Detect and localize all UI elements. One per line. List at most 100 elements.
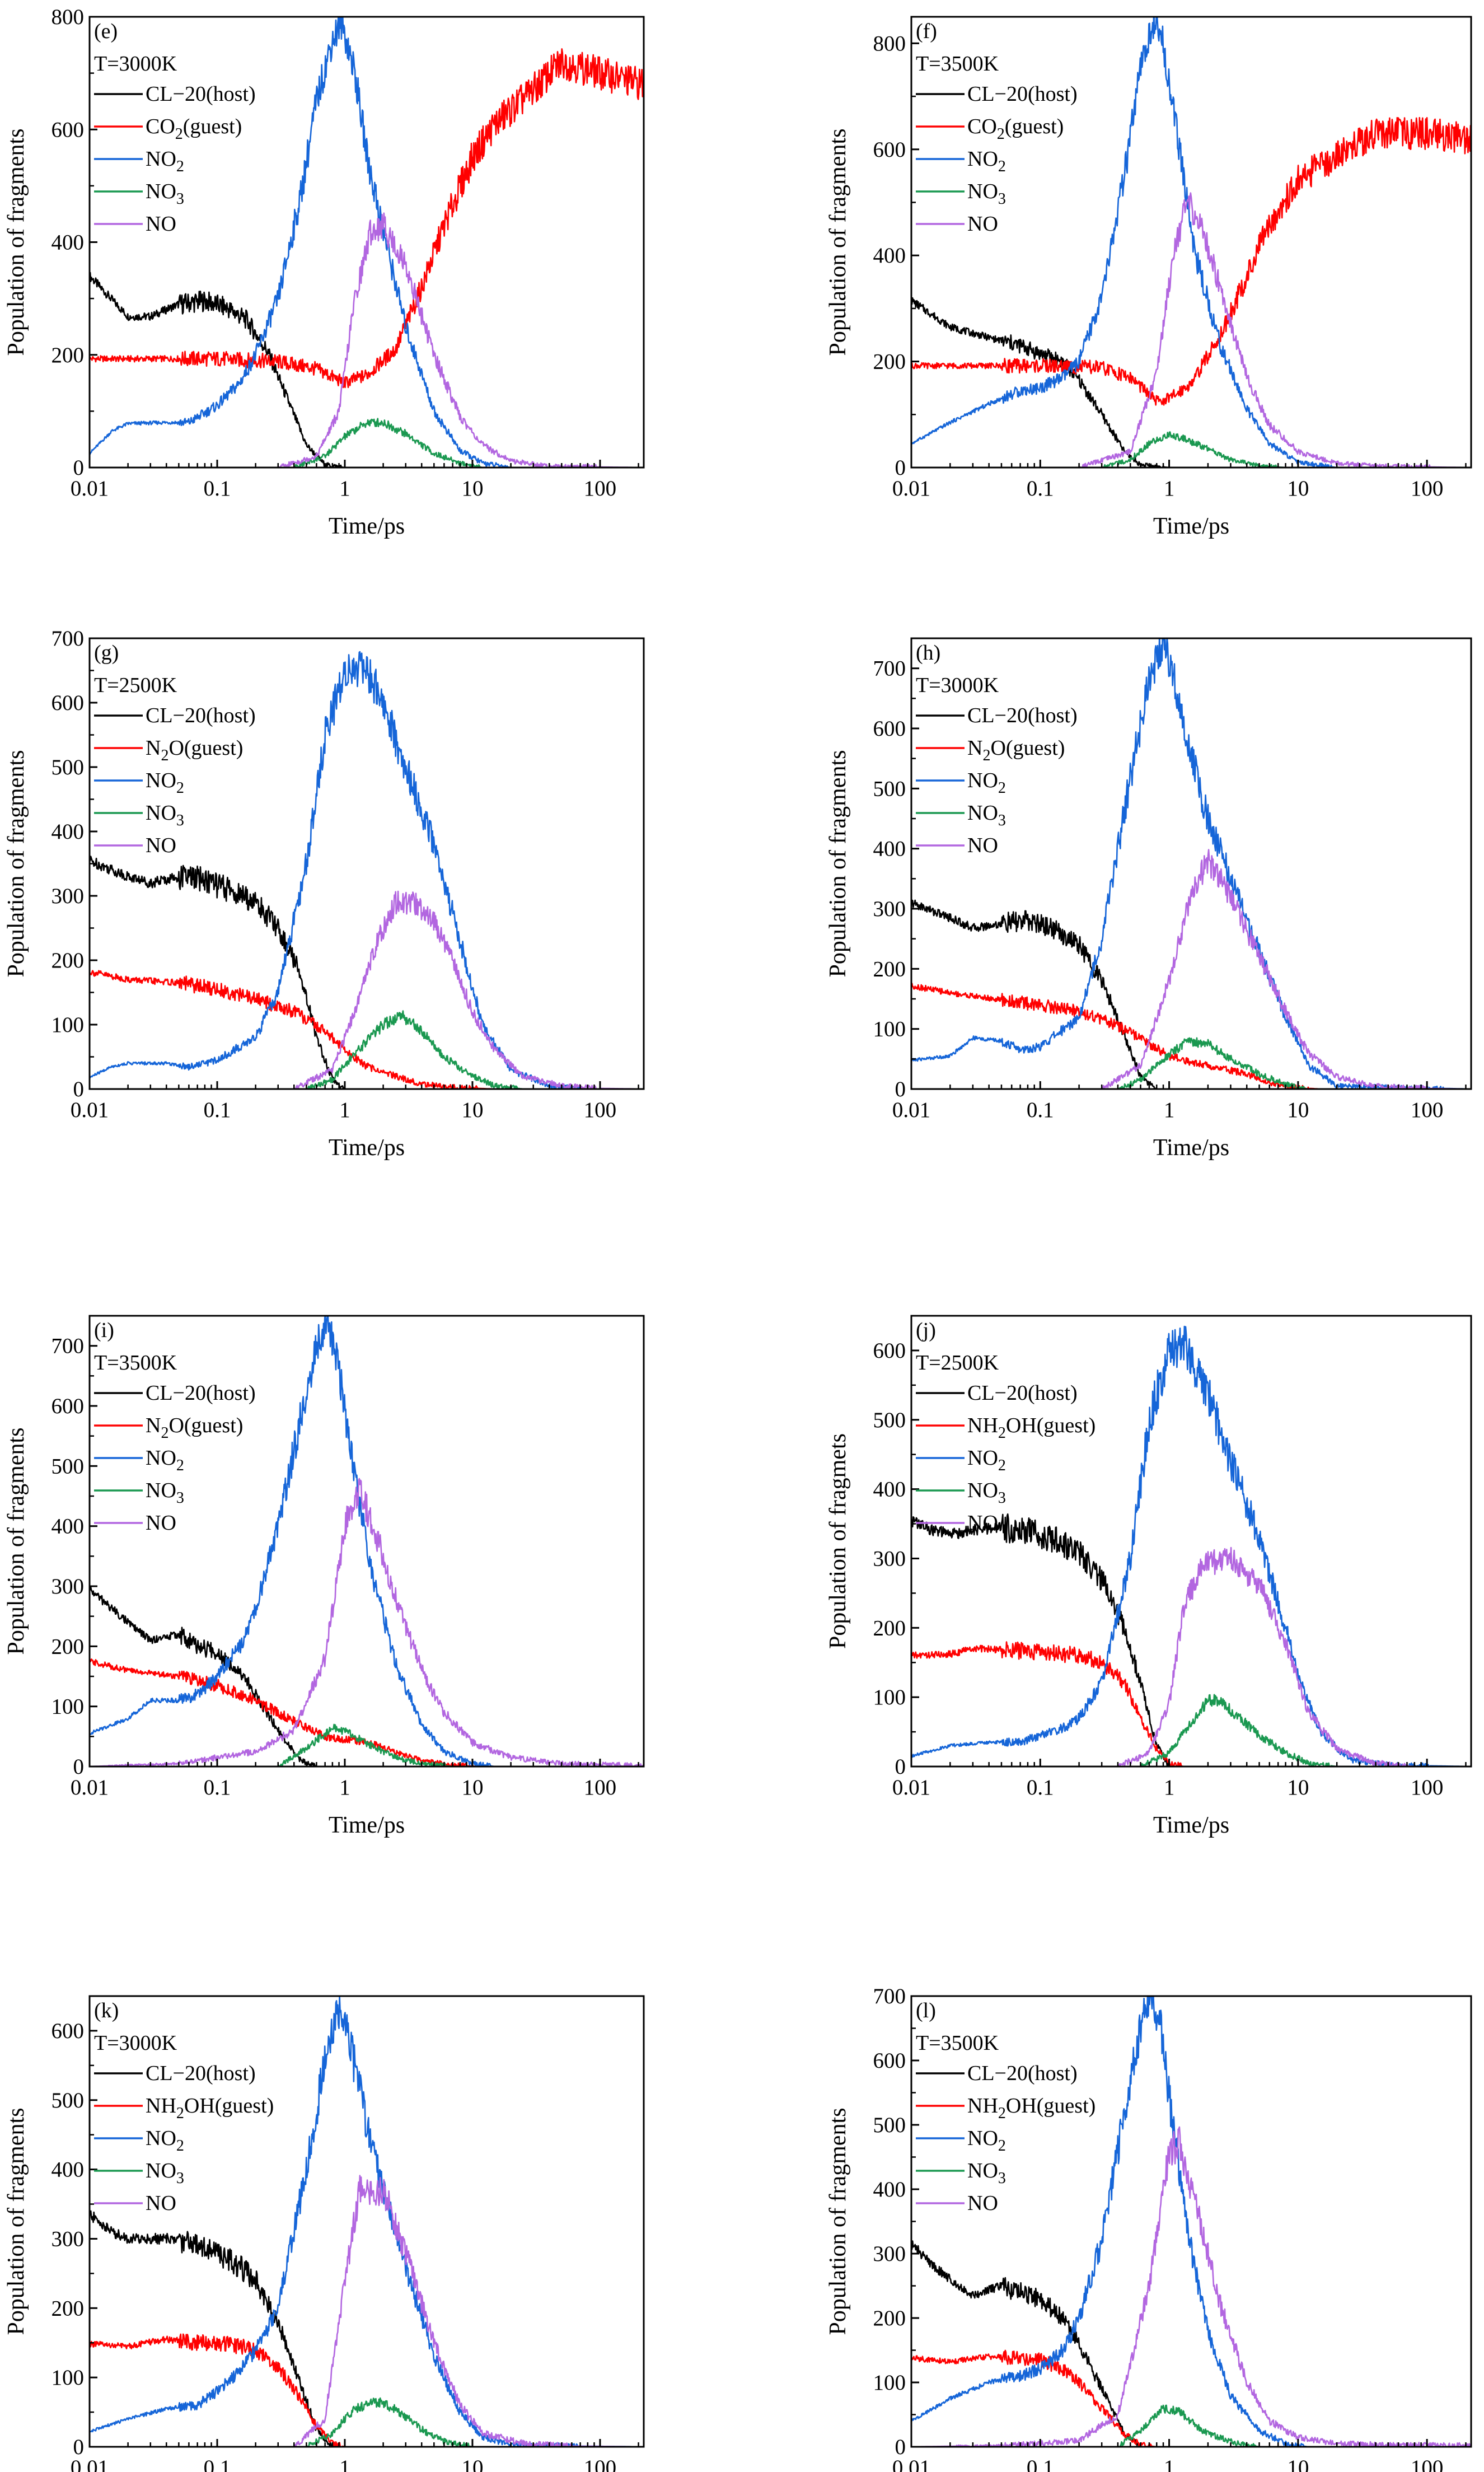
legend-main-text: NO (146, 1479, 176, 1502)
legend-sub-text: 3 (998, 190, 1006, 208)
legend-main-text: CO (967, 115, 997, 138)
x-tick-label: 1 (1164, 1775, 1175, 1800)
y-tick-label: 100 (52, 1695, 85, 1719)
series-line-no2 (911, 1996, 1471, 2447)
legend-main-text: NO (146, 2159, 176, 2183)
x-tick-label: 1 (339, 1098, 350, 1122)
x-tick-label: 10 (1287, 1775, 1309, 1800)
y-tick-label: 500 (52, 755, 85, 779)
y-tick-label: 200 (873, 2306, 906, 2330)
y-tick-label: 600 (873, 138, 906, 162)
legend-main-text: NO (967, 801, 998, 825)
legend-entry: NO2 (146, 1446, 184, 1474)
legend-entry: NO3 (146, 1479, 184, 1507)
x-tick-label: 10 (461, 1098, 483, 1122)
legend-main-text: CL−20(host) (967, 1381, 1078, 1405)
y-tick-label: 0 (895, 2435, 906, 2459)
series-line-cl-20-host- (911, 297, 1471, 468)
legend-sub-text: 3 (998, 812, 1006, 829)
legend-entry: CL−20(host) (967, 704, 1078, 727)
series-line-no2 (90, 17, 644, 468)
x-tick-label: 100 (584, 2456, 617, 2472)
y-tick-label: 0 (895, 1755, 906, 1779)
legend-entry: NO (146, 212, 176, 236)
legend-main-text: NO (146, 1511, 176, 1535)
legend-sub-text: 2 (176, 1457, 184, 1474)
y-axis-title: Population of fragments (3, 2108, 29, 2335)
x-tick-label: 100 (1411, 2456, 1444, 2472)
x-tick-label: 1 (1164, 2456, 1175, 2472)
x-tick-label: 0.01 (71, 1775, 109, 1800)
legend-main-text: N (146, 1414, 161, 1437)
y-tick-label: 700 (52, 1334, 85, 1358)
y-tick-label: 700 (873, 1984, 906, 2008)
legend-entry: NH2OH(guest) (967, 2094, 1096, 2122)
series-line-n2o-guest- (911, 983, 1471, 1089)
legend-sub-text: 3 (998, 1489, 1006, 1507)
legend-main-text: NO (146, 834, 176, 857)
series-group (90, 1316, 644, 1767)
x-axis-title: Time/ps (1153, 1812, 1229, 1838)
legend-entry: NO2 (967, 2127, 1006, 2155)
legend-main-text: CL−20(host) (146, 704, 256, 727)
series-line-no3 (90, 2397, 644, 2447)
x-tick-label: 0.1 (1027, 2456, 1054, 2472)
legend-entry: NO (967, 1511, 998, 1535)
x-tick-label: 100 (1411, 476, 1444, 501)
series-group (911, 1325, 1471, 1767)
legend-sub-text: 2 (176, 779, 184, 797)
legend-entry: NO (967, 834, 998, 857)
panel-j: 0 100 200 300 400 500 600 0.01 0.1 1 10 100 Time/ps P… (825, 1315, 1472, 1838)
panel-g: 0 100 200 300 400 500 600 700 0.01 0.1 1 10 100 Time/… (3, 627, 645, 1161)
x-tick-label: 100 (584, 1775, 617, 1800)
y-axis-title: Population of fragments (825, 2108, 851, 2335)
series-line-no3 (90, 418, 644, 468)
x-tick-label: 0.01 (71, 2456, 109, 2472)
y-tick-label: 800 (873, 31, 906, 55)
y-tick-label: 100 (873, 1685, 906, 1709)
y-tick-label: 200 (52, 948, 85, 973)
legend-sub-text: 2 (176, 158, 184, 175)
legend-main-text: NH (146, 2094, 176, 2118)
y-tick-label: 600 (52, 1394, 85, 1418)
x-axis-title: Time/ps (1153, 513, 1229, 539)
legend-main-text: NH (967, 1414, 998, 1437)
legend-main-text: NO (967, 1446, 998, 1470)
y-tick-label: 400 (873, 244, 906, 268)
y-tick-label: 400 (873, 1478, 906, 1502)
legend-main-text: NO (967, 147, 998, 171)
legend-sub-text: 3 (176, 1489, 184, 1507)
series-line-no3 (90, 1723, 644, 1767)
plot-frame (910, 1315, 1472, 1768)
y-tick-label: 700 (52, 627, 85, 651)
legend-tail-text: OH(guest) (1006, 2094, 1096, 2118)
x-tick-label: 0.1 (204, 1775, 231, 1800)
x-tick-label: 10 (461, 476, 483, 501)
legend-tail-text: O(guest) (168, 736, 243, 760)
series-line-n2o-guest- (90, 970, 644, 1089)
x-tick-label: 0.1 (1027, 1098, 1054, 1122)
panel-k: 01002003004005006000.010.1110100Time/psP… (3, 1995, 645, 2472)
temperature-label: T=2500K (94, 674, 177, 697)
temperature-label: T=3500K (916, 2031, 999, 2055)
series-line-cl-20-host- (90, 272, 644, 468)
panel-label: (g) (94, 641, 119, 665)
series-group (90, 17, 644, 468)
series-line-cl-20-host- (90, 2210, 644, 2447)
x-tick-label: 0.01 (892, 1775, 930, 1800)
legend-main-text: NH (967, 2094, 998, 2118)
panel-label: (f) (916, 20, 937, 43)
series-line-co2-guest- (90, 48, 644, 389)
series-line-no3 (90, 1010, 644, 1089)
series-line-cl-20-host- (911, 2240, 1471, 2447)
legend-entry: NO (967, 212, 998, 236)
plot-frame (910, 16, 1472, 469)
legend-sub-text: 2 (998, 2137, 1006, 2155)
x-tick-label: 10 (1287, 2456, 1309, 2472)
x-tick-label: 1 (1164, 1098, 1175, 1122)
temperature-label: T=3000K (916, 674, 999, 697)
legend-main-text: N (146, 736, 161, 760)
